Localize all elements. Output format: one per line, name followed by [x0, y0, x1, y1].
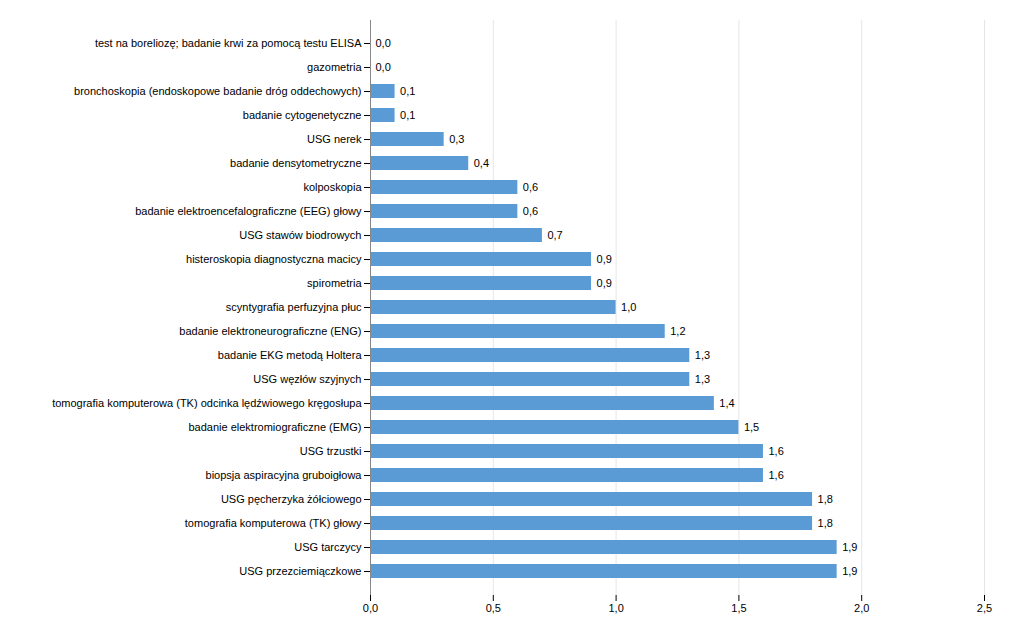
svg-text:1,3: 1,3	[695, 373, 710, 385]
svg-text:2,0: 2,0	[854, 602, 869, 614]
svg-text:0,7: 0,7	[547, 229, 562, 241]
svg-text:1,5: 1,5	[744, 421, 759, 433]
svg-text:USG pęcherzyka żółciowego: USG pęcherzyka żółciowego	[221, 493, 362, 505]
svg-text:0,3: 0,3	[449, 133, 464, 145]
svg-text:1,2: 1,2	[670, 325, 685, 337]
svg-text:histeroskopia diagnostyczna ma: histeroskopia diagnostyczna macicy	[186, 253, 362, 265]
svg-text:USG przezciemiączkowe: USG przezciemiączkowe	[239, 565, 361, 577]
svg-text:test na boreliozę; badanie krw: test na boreliozę; badanie krwi za pomoc…	[95, 37, 362, 49]
svg-text:0,9: 0,9	[597, 253, 612, 265]
svg-text:1,4: 1,4	[719, 397, 734, 409]
svg-text:bronchoskopia (endoskopowe bad: bronchoskopia (endoskopowe badanie dróg …	[74, 85, 361, 97]
svg-text:1,9: 1,9	[842, 541, 857, 553]
svg-text:badanie elektroencefalograficz: badanie elektroencefalograficzne (EEG) g…	[135, 205, 362, 217]
svg-text:2,5: 2,5	[977, 602, 992, 614]
svg-text:1,0: 1,0	[621, 301, 636, 313]
svg-text:badanie EKG metodą Holtera: badanie EKG metodą Holtera	[218, 349, 363, 361]
svg-text:0,1: 0,1	[400, 109, 415, 121]
svg-text:1,0: 1,0	[608, 602, 623, 614]
svg-text:0,0: 0,0	[363, 602, 378, 614]
svg-text:badanie elektromiograficzne (E: badanie elektromiograficzne (EMG)	[188, 421, 361, 433]
svg-text:badanie densytometryczne: badanie densytometryczne	[230, 157, 361, 169]
svg-text:0,6: 0,6	[523, 181, 538, 193]
svg-text:0,0: 0,0	[376, 61, 391, 73]
svg-text:scyntygrafia perfuzyjna płuc: scyntygrafia perfuzyjna płuc	[226, 301, 362, 313]
svg-text:1,6: 1,6	[768, 469, 783, 481]
svg-text:1,6: 1,6	[768, 445, 783, 457]
svg-text:USG nerek: USG nerek	[307, 133, 362, 145]
svg-text:1,8: 1,8	[818, 493, 833, 505]
svg-text:kolposkopia: kolposkopia	[303, 181, 362, 193]
svg-text:0,5: 0,5	[486, 602, 501, 614]
svg-text:1,3: 1,3	[695, 349, 710, 361]
svg-text:0,0: 0,0	[376, 37, 391, 49]
svg-text:0,4: 0,4	[474, 157, 489, 169]
svg-text:0,6: 0,6	[523, 205, 538, 217]
svg-text:tomografia komputerowa (TK) gł: tomografia komputerowa (TK) głowy	[185, 517, 362, 529]
svg-text:1,5: 1,5	[731, 602, 746, 614]
svg-text:biopsja aspiracyjna gruboigłow: biopsja aspiracyjna gruboigłowa	[206, 469, 363, 481]
svg-text:USG węzłów szyjnych: USG węzłów szyjnych	[253, 373, 361, 385]
svg-text:badanie elektroneurograficzne: badanie elektroneurograficzne (ENG)	[179, 325, 361, 337]
svg-text:USG tarczycy: USG tarczycy	[294, 541, 362, 553]
svg-text:spirometria: spirometria	[307, 277, 362, 289]
svg-text:USG trzustki: USG trzustki	[300, 445, 362, 457]
svg-text:0,9: 0,9	[597, 277, 612, 289]
svg-text:0,1: 0,1	[400, 85, 415, 97]
svg-text:1,9: 1,9	[842, 565, 857, 577]
svg-text:USG stawów biodrowych: USG stawów biodrowych	[239, 229, 361, 241]
svg-text:gazometria: gazometria	[307, 61, 362, 73]
svg-text:badanie cytogenetyczne: badanie cytogenetyczne	[243, 109, 362, 121]
svg-text:1,8: 1,8	[818, 517, 833, 529]
svg-text:tomografia komputerowa (TK) od: tomografia komputerowa (TK) odcinka lędź…	[52, 397, 362, 409]
